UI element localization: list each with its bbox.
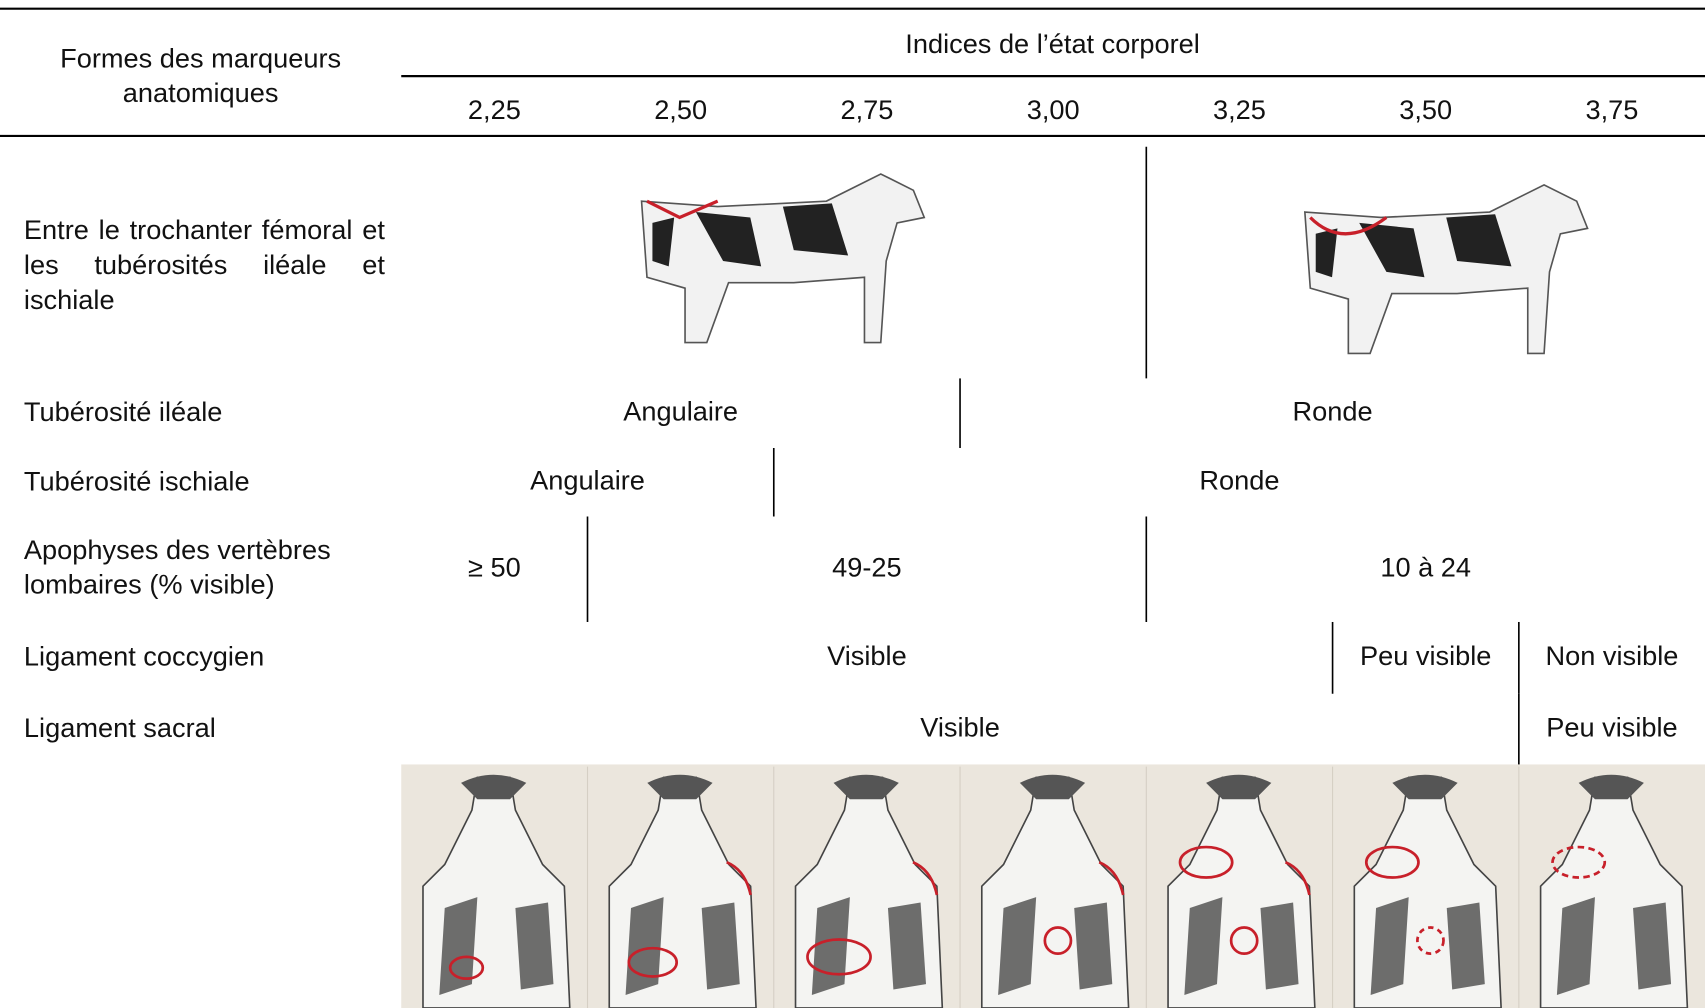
row-label: Tubérosité iléale — [23, 396, 223, 428]
cow-body — [640, 173, 926, 344]
cow-rear — [1145, 766, 1316, 1008]
column-header: 2,25 — [468, 94, 521, 125]
rear-marker — [806, 938, 872, 976]
cell: Angulaire — [623, 395, 738, 426]
cow-rear — [773, 766, 944, 1008]
rear-marker — [726, 861, 752, 896]
column-header: 3,25 — [1213, 94, 1266, 125]
cell: 49-25 — [832, 551, 901, 582]
row-label-box: Apophyses des vertèbres lombaires (% vis… — [23, 534, 331, 601]
cow-rear — [959, 766, 1130, 1008]
cow-marker — [1309, 216, 1388, 236]
column-header: 2,75 — [840, 94, 893, 125]
row-header: Formes des marqueurs anatomiques — [60, 43, 342, 109]
cell: 10 à 24 — [1380, 551, 1471, 582]
cow-rear — [422, 774, 571, 1008]
cow-body — [1303, 183, 1589, 355]
rear-marker — [1043, 926, 1073, 955]
cell: Visible — [920, 711, 1000, 742]
row-label-box: Tubérosité ischiale — [23, 465, 250, 497]
row-label: Entre le trochanter fémoral et les tubér… — [23, 215, 385, 316]
cell: Angulaire — [530, 464, 645, 495]
group-title: Indices de l’état corporel — [905, 28, 1200, 59]
row-header-box: Formes des marqueurs anatomiques — [60, 43, 342, 109]
cow-rear — [586, 766, 757, 1008]
row-label: Ligament coccygien — [23, 641, 265, 672]
rear-head — [1019, 774, 1086, 800]
cell: Non visible — [1546, 640, 1679, 671]
rear-patch — [811, 897, 927, 995]
cell: Peu visible — [1546, 711, 1677, 742]
cell: Ronde — [1293, 395, 1373, 426]
cell: Peu visible — [1360, 640, 1491, 671]
column-header: 3,50 — [1399, 94, 1452, 125]
row-label-box: Entre le trochanter fémoral et les tubér… — [23, 215, 385, 316]
rear-patch — [1370, 897, 1485, 995]
rear-head — [647, 774, 713, 800]
cow-patch — [652, 203, 849, 267]
rear-marker — [1551, 845, 1607, 879]
rear-marker — [1284, 861, 1311, 896]
rear-patch — [439, 897, 554, 995]
rear-patch — [998, 897, 1113, 995]
cell: Visible — [827, 640, 907, 671]
rear-marker — [627, 946, 679, 978]
cell: Ronde — [1199, 464, 1279, 495]
rear-head — [461, 774, 527, 800]
row-label: Tubérosité ischiale — [23, 465, 250, 497]
rear-head — [1578, 774, 1644, 800]
cow-marker — [646, 199, 719, 220]
rear-marker — [1364, 845, 1420, 879]
rear-marker — [448, 955, 485, 980]
cow-rear — [1332, 766, 1502, 1008]
rear-marker — [1416, 926, 1445, 955]
rear-marker — [1178, 845, 1234, 879]
cow-side — [640, 173, 926, 344]
cell: ≥ 50 — [468, 551, 521, 582]
column-header: 3,75 — [1586, 94, 1639, 125]
rear-head — [1206, 774, 1272, 800]
rear-marker — [1229, 926, 1259, 955]
column-header: 3,00 — [1027, 94, 1080, 125]
column-header: 2,50 — [654, 94, 707, 125]
row-label: Ligament sacral — [23, 712, 216, 744]
cow-rear — [1518, 766, 1689, 1008]
cow-side — [1303, 183, 1589, 355]
rear-patch — [625, 897, 740, 995]
rear-marker — [1098, 861, 1125, 896]
row-label: Apophyses des vertèbres lombaires (% vis… — [23, 534, 331, 601]
rear-head — [833, 774, 899, 800]
rear-marker — [912, 861, 939, 896]
rear-head — [1392, 774, 1458, 800]
rear-patch — [1556, 897, 1672, 995]
row-label-box: Ligament coccygien — [23, 641, 265, 672]
row-label-box: Ligament sacral — [23, 712, 216, 744]
row-label-box: Tubérosité iléale — [23, 396, 223, 428]
rear-patch — [1184, 897, 1299, 995]
